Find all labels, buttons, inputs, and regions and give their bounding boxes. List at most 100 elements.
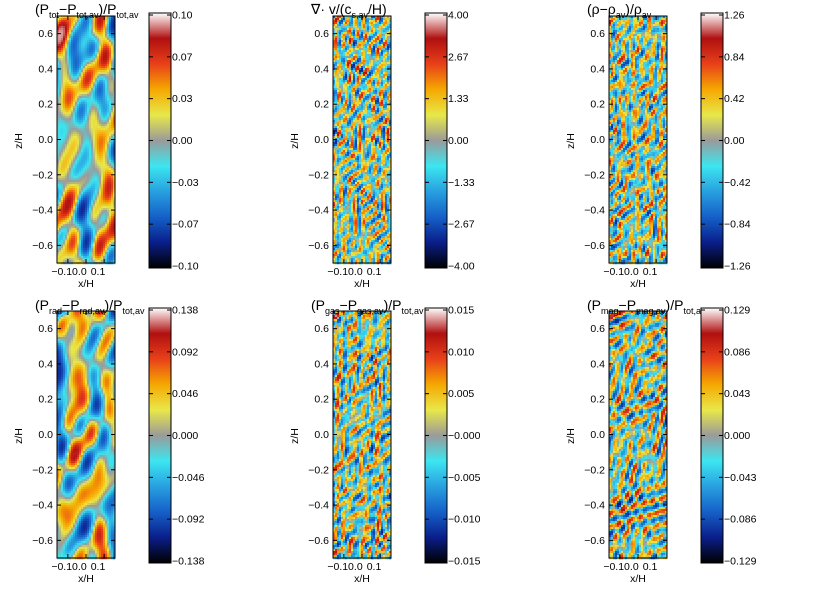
- heatmap-cell: [93, 26, 95, 28]
- heatmap-cell: [85, 68, 87, 70]
- heatmap-cell: [107, 30, 109, 32]
- heatmap-cell: [67, 84, 69, 86]
- heatmap-cell: [83, 142, 85, 144]
- heatmap-cell: [101, 114, 103, 116]
- heatmap-cell: [97, 28, 99, 30]
- heatmap-cell: [61, 126, 63, 128]
- heatmap-cell: [97, 60, 99, 62]
- heatmap-cell: [105, 52, 107, 54]
- heatmap-cell: [81, 50, 83, 52]
- heatmap-cell: [81, 78, 83, 80]
- heatmap-cell: [81, 42, 83, 44]
- heatmap-cell: [71, 124, 73, 126]
- heatmap-cell: [75, 52, 77, 54]
- heatmap-cell: [103, 50, 105, 52]
- heatmap-cell: [63, 132, 65, 134]
- heatmap-cell: [101, 140, 103, 142]
- heatmap-cell: [69, 122, 71, 124]
- heatmap-cell: [75, 134, 77, 136]
- heatmap-cell: [75, 66, 77, 68]
- heatmap-cell: [69, 62, 71, 64]
- heatmap-cell: [91, 62, 93, 64]
- heatmap-cell: [85, 88, 87, 90]
- heatmap-cell: [69, 66, 71, 68]
- heatmap-cell: [101, 118, 103, 120]
- heatmap-cell: [61, 118, 63, 120]
- heatmap-cell: [99, 24, 101, 26]
- heatmap-cell: [59, 40, 61, 42]
- heatmap-cell: [91, 130, 93, 132]
- heatmap-cell: [63, 98, 65, 100]
- heatmap-cell: [109, 114, 111, 116]
- heatmap-cell: [85, 24, 87, 26]
- heatmap-cell: [93, 34, 95, 36]
- heatmap-cell: [69, 144, 71, 146]
- heatmap-cell: [103, 116, 105, 118]
- heatmap-cell: [107, 26, 109, 28]
- heatmap-cell: [71, 140, 73, 142]
- heatmap-cell: [65, 118, 67, 120]
- heatmap-cell: [99, 70, 101, 72]
- heatmap-cell: [69, 28, 71, 30]
- heatmap-cell: [111, 36, 113, 38]
- heatmap-cell: [109, 142, 111, 144]
- heatmap-cell: [89, 52, 91, 54]
- heatmap-cell: [77, 46, 79, 48]
- heatmap-cell: [63, 74, 65, 76]
- heatmap-cell: [101, 106, 103, 108]
- heatmap-cell: [75, 116, 77, 118]
- heatmap-cell: [65, 116, 67, 118]
- heatmap-cell: [65, 50, 67, 52]
- heatmap-cell: [105, 114, 107, 116]
- heatmap-cell: [73, 38, 75, 40]
- heatmap-cell: [71, 104, 73, 106]
- heatmap-cell: [89, 110, 91, 112]
- heatmap-cell: [95, 70, 97, 72]
- heatmap-cell: [79, 66, 81, 68]
- heatmap-cell: [59, 108, 61, 110]
- heatmap-cell: [81, 102, 83, 104]
- heatmap-cell: [111, 100, 113, 102]
- heatmap-cell: [89, 62, 91, 64]
- heatmap-cell: [83, 24, 85, 26]
- heatmap-cell: [99, 50, 101, 52]
- heatmap-cell: [89, 122, 91, 124]
- heatmap-cell: [105, 26, 107, 28]
- heatmap-cell: [61, 142, 63, 144]
- heatmap-cell: [99, 118, 101, 120]
- heatmap-cell: [65, 100, 67, 102]
- heatmap-cell: [83, 28, 85, 30]
- heatmap-cell: [71, 38, 73, 40]
- heatmap-cell: [87, 70, 89, 72]
- heatmap-cell: [59, 120, 61, 122]
- heatmap-cell: [97, 52, 99, 54]
- heatmap-cell: [87, 106, 89, 108]
- heatmap-cell: [65, 128, 67, 130]
- heatmap-cell: [77, 126, 79, 128]
- heatmap-cell: [101, 48, 103, 50]
- heatmap-cell: [67, 72, 69, 74]
- heatmap-cell: [65, 56, 67, 58]
- heatmap-cell: [91, 144, 93, 146]
- heatmap-cell: [83, 114, 85, 116]
- heatmap-cell: [81, 106, 83, 108]
- heatmap-cell: [81, 44, 83, 46]
- heatmap-cell: [91, 138, 93, 140]
- heatmap-cell: [93, 116, 95, 118]
- heatmap-cell: [105, 144, 107, 146]
- heatmap-cell: [59, 36, 61, 38]
- heatmap-cell: [101, 22, 103, 24]
- heatmap-cell: [109, 32, 111, 34]
- heatmap-cell: [65, 32, 67, 34]
- heatmap-cell: [79, 48, 81, 50]
- heatmap-cell: [75, 120, 77, 122]
- heatmap-cell: [97, 138, 99, 140]
- heatmap-cell: [61, 140, 63, 142]
- heatmap-cell: [59, 54, 61, 56]
- heatmap-cell: [103, 48, 105, 50]
- heatmap-cell: [109, 130, 111, 132]
- heatmap-cell: [79, 68, 81, 70]
- heatmap-cell: [97, 36, 99, 38]
- heatmap-cell: [63, 70, 65, 72]
- heatmap-cell: [95, 112, 97, 114]
